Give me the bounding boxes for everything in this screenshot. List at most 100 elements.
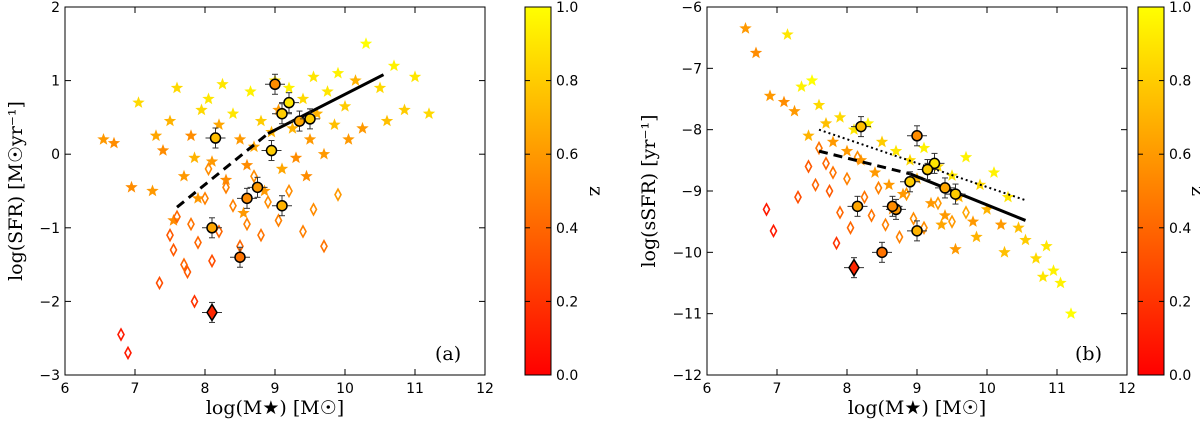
star-point [216,77,229,90]
star-point [781,28,794,40]
star-point [359,37,373,50]
colorbar-tick-label: 0.6 [556,147,578,163]
colorbar-a [524,6,552,376]
star-point [998,245,1011,258]
circle-point [911,130,923,142]
colorbar-label-a: z [585,186,607,196]
y-tick-label: −6 [681,0,702,16]
star-point [373,81,387,94]
diamond-point [867,208,876,223]
circle-point [241,192,253,205]
plot-frame-a [64,6,486,376]
x-tick-label: 9 [913,381,922,397]
y-tick-label: −9 [681,184,702,200]
star-point [188,151,201,164]
colorbar-tick-label: 1.0 [1169,0,1191,16]
diamond-point [948,214,956,229]
colorbar-label-b: z [1187,186,1200,196]
circle-point [283,96,295,109]
star-point [132,96,145,108]
circle-point [851,200,864,213]
star-point [226,107,240,119]
fit-line-solid [909,172,1027,222]
star-point [795,80,808,92]
star-point [1001,190,1015,203]
diamond-point [299,224,307,239]
star-point [125,180,138,193]
fit-line-dashed [818,149,911,176]
star-point [749,46,763,59]
star-point [356,121,369,134]
big-diamond-point [206,303,218,322]
diamond-point [229,198,237,213]
circle-point [886,200,899,213]
star-point [826,135,840,148]
y-tick-label: 0 [51,147,60,163]
diamond-point [183,264,192,280]
diamond-point [250,169,258,184]
diamond-point [274,213,283,228]
star-point [819,117,833,129]
star-point [882,178,896,191]
colorbar-tick-label: 0.0 [556,368,578,384]
diamond-point [909,211,918,226]
y-tick-label: −8 [681,123,702,139]
circle-point [911,225,923,237]
y-tick-label: 1 [51,74,60,90]
star-point [97,133,110,145]
diamond-point [836,205,844,220]
star-point [889,144,903,157]
diamond-point [825,183,834,199]
colorbar-tick-label: 0.0 [1169,368,1191,384]
x-tick-label: 6 [703,381,712,397]
diamond-point [794,189,802,205]
circle-point [206,222,218,234]
diamond-point [180,257,188,272]
colorbar-tick-label: 0.8 [556,74,578,90]
circle-point [276,199,288,212]
star-point [219,173,233,186]
star-point [380,114,394,127]
diamond-point [843,171,851,186]
diamond-point [124,345,132,361]
star-point [935,218,948,230]
diamond-point [285,183,293,199]
star-point [833,110,847,123]
star-point [1064,307,1078,319]
y-tick-label: −10 [672,245,702,261]
x-tick-label: 10 [978,381,996,397]
star-point [275,162,289,175]
x-tick-label: 9 [271,381,280,397]
star-point [254,114,268,127]
star-point [812,98,826,111]
fit-line-solid [267,73,385,135]
panel-b: 6 7 8 9 10 11 12 −12 −11 −10 −9 −8 −7 −6 (b) log(M★) … [638,0,1200,419]
star-point [258,184,271,197]
star-point [202,92,215,105]
diamond-point [811,177,820,193]
diamond-point [208,253,216,269]
star-point [167,213,180,226]
star-point [777,95,791,108]
circle-point [949,188,962,200]
star-point [970,230,983,243]
star-point [282,81,296,94]
y-tick-label: −2 [39,294,60,310]
circle-point [304,113,316,125]
circle-point [269,78,281,91]
star-point [917,141,931,154]
star-point [868,166,882,178]
star-point [177,169,191,182]
y-axis-label-b: log(sSFR) [yr⁻¹] [638,114,660,267]
circle-point [265,144,278,157]
colorbar-tick-label: 1.0 [556,0,578,16]
star-point [170,81,184,94]
circle-point [251,181,264,194]
x-tick-label: 7 [131,381,140,397]
diamond-point [860,189,869,205]
star-point [875,135,889,148]
circle-point [293,115,306,127]
star-point [331,66,345,79]
star-point [805,74,819,86]
